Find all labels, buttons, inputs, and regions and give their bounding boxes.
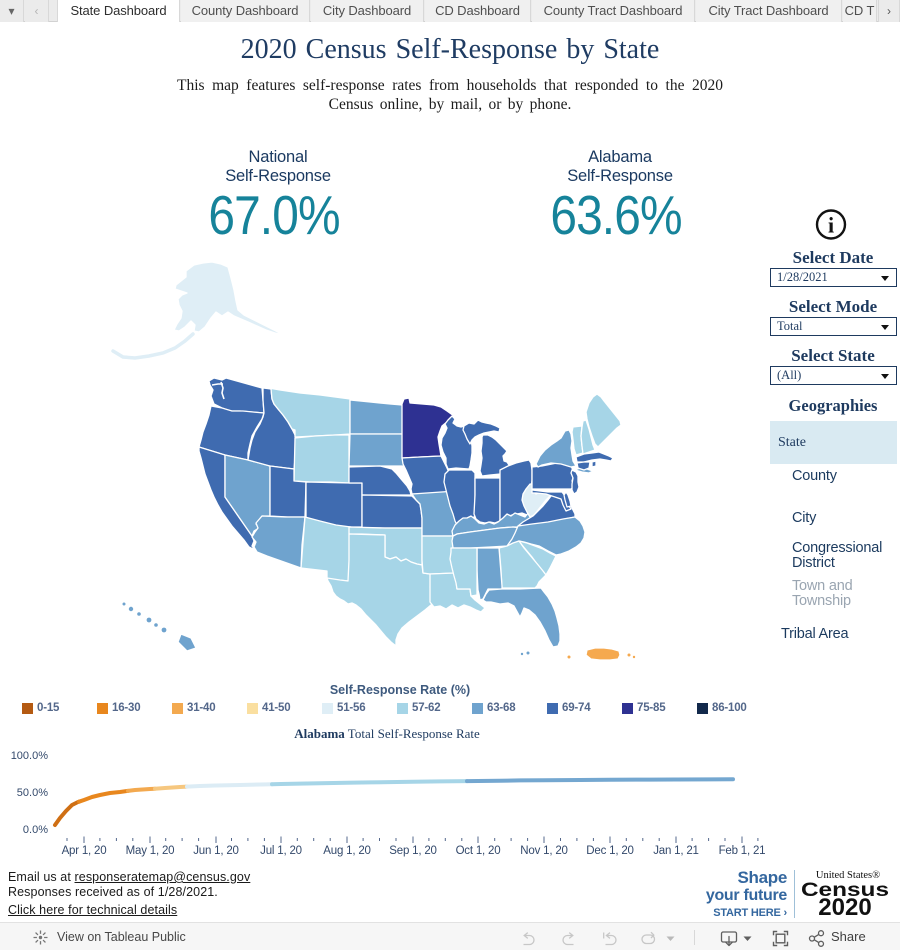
svg-text:i: i	[828, 213, 834, 238]
